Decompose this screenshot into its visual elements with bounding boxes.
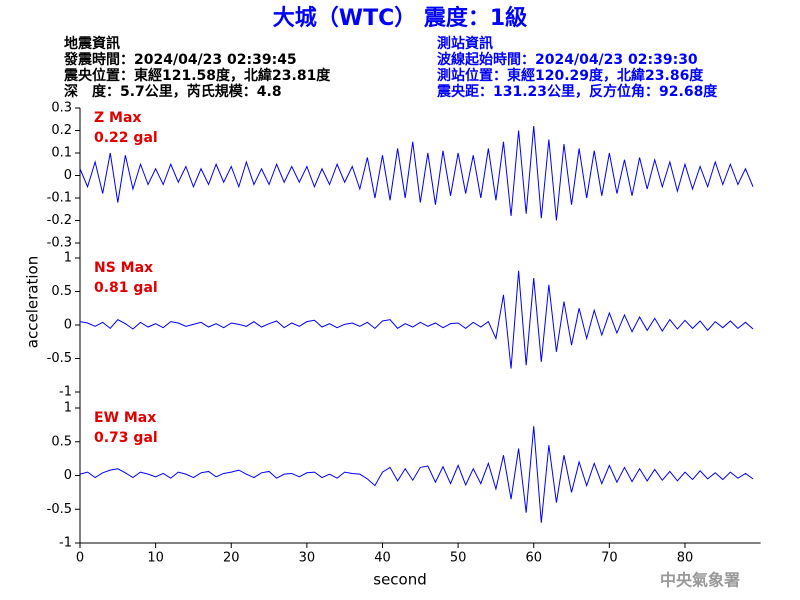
y-tick-label: -0.5 [47,502,72,517]
waveform [79,426,754,523]
component-label: Z Max [94,110,141,126]
info-left: 震央位置：東經121.58度，北緯23.81度 [63,67,331,84]
x-tick-label: 10 [147,551,164,566]
waveform [79,125,754,221]
y-tick-label: 0.3 [51,101,72,116]
info-left: 發震時間：2024/04/23 02:39:45 [63,51,297,68]
y-tick-label: 1 [64,401,72,416]
x-tick-label: 50 [450,551,467,566]
y-axis-label: acceleration [24,256,42,348]
y-tick-label: -0.5 [47,351,72,366]
x-tick-label: 30 [299,551,316,566]
y-tick-label: -0.2 [47,213,72,228]
x-tick-label: 0 [76,551,84,566]
y-tick-label: -1 [59,385,72,400]
y-tick-label: 0.1 [51,146,72,161]
info-right: 震央距：131.23公里，反方位角：92.68度 [436,83,718,100]
max-label: 0.73 gal [94,430,158,446]
y-tick-label: 0.2 [51,123,72,138]
max-label: 0.81 gal [94,280,158,296]
max-label: 0.22 gal [94,130,158,146]
y-tick-label: -0.3 [47,236,72,251]
component-label: NS Max [94,260,153,276]
y-tick-label: 0 [64,168,72,183]
x-tick-label: 40 [374,551,391,566]
info-left: 深 度：5.7公里，芮氏規模：4.8 [64,83,282,100]
y-tick-label: 1 [64,251,72,266]
x-tick-label: 80 [677,551,694,566]
x-tick-label: 20 [223,551,240,566]
component-label: EW Max [94,410,156,426]
info-right: 測站位置：東經120.29度，北緯23.86度 [437,67,704,84]
x-axis-label: second [373,571,427,589]
x-tick-label: 60 [525,551,542,566]
chart-title: 大城（WTC） 震度：1級 [273,5,527,31]
info-left: 地震資訊 [64,35,120,52]
y-tick-label: 0 [64,318,72,333]
info-right: 波線起始時間：2024/04/23 02:39:30 [437,51,698,68]
y-tick-label: 0.5 [51,434,72,449]
info-right: 測站資訊 [437,35,493,52]
y-tick-label: -1 [59,536,72,551]
x-tick-label: 70 [601,551,618,566]
y-tick-label: 0 [64,468,72,483]
y-tick-label: 0.5 [51,284,72,299]
y-tick-label: -0.1 [47,191,72,206]
waveform [79,270,754,369]
footer: 中央氣象署 [660,571,740,590]
